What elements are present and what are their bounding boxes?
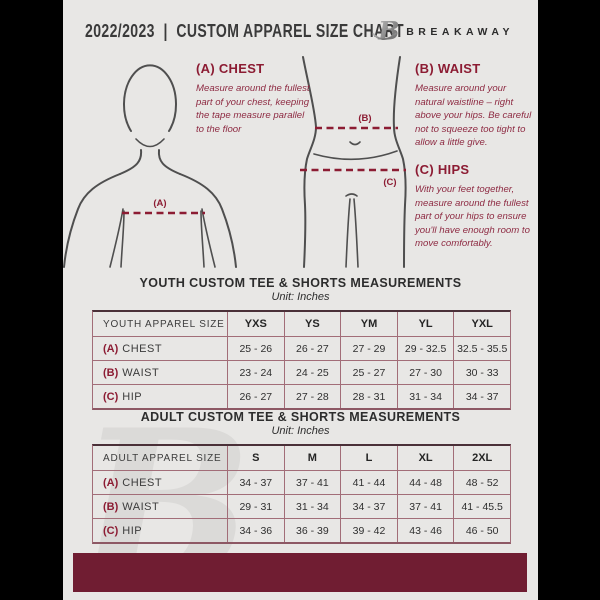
size-column-header: XL	[396, 446, 454, 470]
measurement-value-cell: 44 - 48	[396, 471, 454, 494]
measurement-value-cell: 30 - 33	[453, 361, 510, 384]
size-column-header: YS	[283, 312, 341, 336]
measurement-value-cell: 24 - 25	[283, 361, 341, 384]
footer-bar	[73, 553, 527, 592]
chest-heading: (A) CHEST	[196, 61, 265, 76]
figure-torso-outline	[302, 56, 318, 268]
table-row: (B) WAIST 29 - 31 31 - 34 34 - 37 37 - 41 41 -…	[93, 495, 510, 519]
size-column-header: YXS	[227, 312, 284, 336]
youth-section-title: YOUTH CUSTOM TEE & SHORTS MEASUREMENTS	[139, 276, 462, 290]
measurement-value-cell: 27 - 29	[340, 337, 397, 360]
measurement-value-cell: 28 - 31	[340, 385, 397, 408]
measurement-value-cell: 25 - 27	[340, 361, 397, 384]
measurement-value-cell: 27 - 28	[283, 385, 341, 408]
measurement-value-cell: 32.5 - 35.5	[453, 337, 510, 360]
measurement-row-label: (A) CHEST	[103, 476, 163, 489]
brand-block: B BREAKAWAY	[372, 15, 514, 48]
table-row: (A) CHEST 34 - 37 37 - 41 41 - 44 44 - 48 48 -…	[93, 471, 510, 495]
measurement-value-cell: 31 - 34	[283, 495, 341, 518]
waist-heading: (B) WAIST	[415, 61, 481, 76]
measurement-value-cell: 34 - 36	[227, 519, 284, 542]
chest-instructions: Measure around the fullest part of your …	[196, 83, 310, 135]
measurement-value-cell: 34 - 37	[227, 471, 284, 494]
measurement-value-cell: 31 - 34	[396, 385, 454, 408]
table-header-row: ADULT APPAREL SIZE S M L XL 2XL	[93, 446, 510, 471]
measurement-value-cell: 37 - 41	[283, 471, 341, 494]
measurement-value-cell: 26 - 27	[227, 385, 284, 408]
size-column-header: 2XL	[453, 446, 510, 470]
logo-letter: B	[378, 16, 400, 46]
youth-size-table: YOUTH APPAREL SIZE YXS YS YM YL YXL (A) CHEST 25…	[92, 310, 511, 410]
measurement-value-cell: 41 - 45.5	[453, 495, 510, 518]
adult-unit-label: Unit: Inches	[271, 425, 330, 437]
measurement-value-cell: 39 - 42	[340, 519, 397, 542]
row-label-prefix: (C)	[103, 390, 119, 403]
measurement-value-cell: 23 - 24	[227, 361, 284, 384]
measurement-row-label: (B) WAIST	[103, 500, 160, 513]
measurement-value-cell: 29 - 31	[227, 495, 284, 518]
table-row: (C) HIP 34 - 36 36 - 39 39 - 42 43 - 46 46 - 5…	[93, 519, 510, 542]
figure-head-outline	[123, 64, 177, 132]
size-column-header: YXL	[453, 312, 510, 336]
table-header-row: YOUTH APPAREL SIZE YXS YS YM YL YXL	[93, 312, 510, 337]
measurement-value-cell: 34 - 37	[340, 495, 397, 518]
measurement-value-cell: 34 - 37	[453, 385, 510, 408]
size-column-header: M	[283, 446, 341, 470]
page-title: 2022/2023 | CUSTOM APPAREL SIZE CHART	[85, 21, 405, 41]
measurement-value-cell: 26 - 27	[283, 337, 341, 360]
breakaway-logo-icon: B	[372, 16, 400, 46]
measurement-value-cell: 41 - 44	[340, 471, 397, 494]
hips-instructions: With your feet together, measure around …	[415, 184, 530, 250]
measurement-value-cell: 46 - 50	[453, 519, 510, 542]
measurement-value-cell: 48 - 52	[453, 471, 510, 494]
size-chart-page: B 2022/2023 | CUSTOM APPAREL SIZE CHART …	[63, 0, 538, 600]
size-column-header: S	[227, 446, 284, 470]
adult-section-title: ADULT CUSTOM TEE & SHORTS MEASUREMENTS	[140, 410, 461, 424]
measurement-value-cell: 27 - 30	[396, 361, 454, 384]
table-row: (C) HIP 26 - 27 27 - 28 28 - 31 31 - 34 34 - 3…	[93, 385, 510, 408]
adult-size-table: ADULT APPAREL SIZE S M L XL 2XL (A) CHEST 34 - 3…	[92, 444, 511, 544]
measurement-value-cell: 36 - 39	[283, 519, 341, 542]
measurement-value-cell: 37 - 41	[396, 495, 454, 518]
size-column-header: YM	[340, 312, 397, 336]
body-measurement-diagram: (A) (B) (C)	[63, 56, 407, 268]
hips-line-label: (C)	[383, 177, 396, 188]
measurement-row-label: (C) HIP	[103, 390, 143, 403]
row-label-prefix: (B)	[103, 366, 119, 379]
hips-heading: (C) HIPS	[415, 162, 470, 177]
measurement-row-label: (B) WAIST	[103, 366, 160, 379]
measurement-value-cell: 29 - 32.5	[396, 337, 454, 360]
measurement-value-cell: 25 - 26	[227, 337, 284, 360]
table-row: (B) WAIST 23 - 24 24 - 25 25 - 27 27 - 30 30 -…	[93, 361, 510, 385]
waist-line-label: (B)	[358, 113, 371, 124]
waist-instructions: Measure around your natural waistline – …	[415, 83, 532, 149]
row-label-prefix: (A)	[103, 342, 119, 355]
measurement-row-label: (A) CHEST	[103, 342, 163, 355]
apparel-size-header: ADULT APPAREL SIZE	[103, 452, 222, 464]
youth-unit-label: Unit: Inches	[271, 291, 330, 303]
size-column-header: YL	[396, 312, 454, 336]
measurement-row-label: (C) HIP	[103, 524, 143, 537]
row-label-prefix: (A)	[103, 476, 119, 489]
row-label-prefix: (B)	[103, 500, 119, 513]
chest-line-label: (A)	[153, 198, 166, 209]
row-label-prefix: (C)	[103, 524, 119, 537]
size-column-header: L	[340, 446, 397, 470]
apparel-size-header: YOUTH APPAREL SIZE	[103, 318, 225, 330]
table-row: (A) CHEST 25 - 26 26 - 27 27 - 29 29 - 32.5 32…	[93, 337, 510, 361]
measurement-value-cell: 43 - 46	[396, 519, 454, 542]
brand-name: BREAKAWAY	[406, 25, 514, 38]
